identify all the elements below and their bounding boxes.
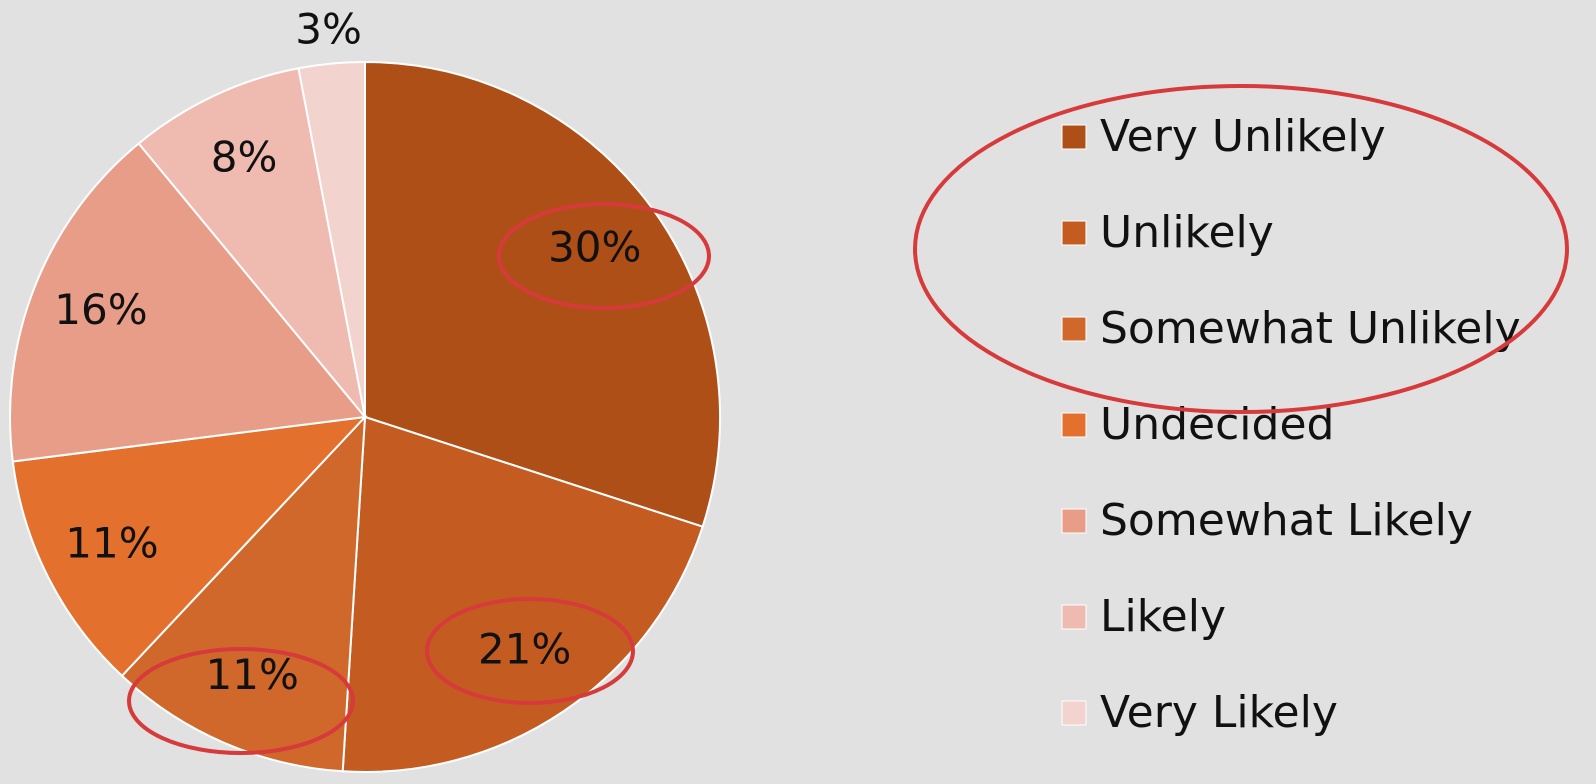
legend-label: Very Unlikely — [1100, 111, 1386, 162]
legend-swatch — [1061, 412, 1087, 438]
legend-swatch — [1061, 220, 1087, 246]
highlight-ellipse — [497, 202, 711, 310]
data-label: 11% — [65, 518, 158, 567]
data-label: 3% — [295, 4, 362, 53]
legend-label: Very Likely — [1100, 687, 1338, 738]
pie-slice — [120, 414, 367, 773]
pie-slice — [11, 415, 368, 678]
data-label: 8% — [211, 133, 278, 182]
pie — [9, 60, 721, 773]
highlight-ellipse — [425, 597, 635, 705]
data-label: 30% — [548, 223, 641, 272]
legend-label: Undecided — [1100, 399, 1334, 450]
legend-label: Unlikely — [1100, 207, 1274, 258]
pie-slice — [297, 60, 366, 418]
pie-slice — [9, 142, 367, 463]
legend-swatch — [1061, 700, 1087, 726]
highlight-ellipse — [127, 647, 355, 755]
legend: Very Unlikely Unlikely Somewhat Unlikely Un… — [1061, 111, 1521, 738]
data-label: 11% — [206, 650, 299, 699]
data-labels: 30% 21% 11% 11% 16% 8% 3% — [54, 4, 641, 699]
legend-swatch — [1061, 508, 1087, 534]
data-label: 16% — [54, 285, 147, 334]
legend-swatch — [1061, 604, 1087, 630]
legend-label: Somewhat Unlikely — [1100, 303, 1521, 354]
legend-label: Likely — [1100, 591, 1226, 642]
pie-slice — [137, 67, 366, 418]
legend-swatch — [1061, 316, 1087, 342]
legend-label: Somewhat Likely — [1100, 495, 1473, 546]
data-label: 21% — [478, 624, 571, 673]
pie-slice — [341, 415, 704, 773]
legend-swatch — [1061, 124, 1087, 150]
highlight-ellipse — [913, 84, 1569, 414]
annotations — [127, 84, 1569, 755]
